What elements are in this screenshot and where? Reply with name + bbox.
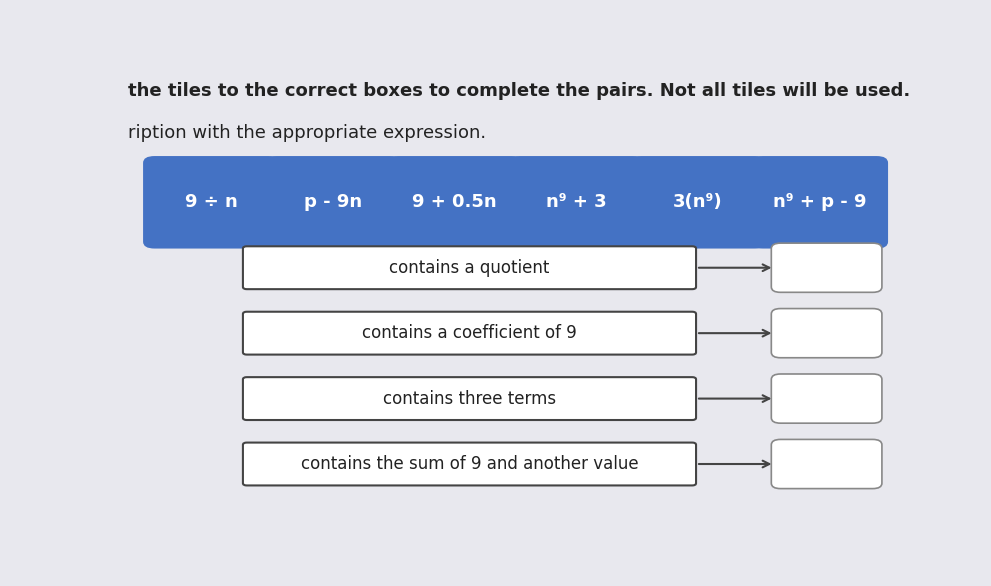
Text: n⁹ + 3: n⁹ + 3 xyxy=(546,193,606,212)
FancyBboxPatch shape xyxy=(243,246,696,289)
FancyBboxPatch shape xyxy=(265,156,401,248)
Text: 9 ÷ n: 9 ÷ n xyxy=(185,193,238,212)
FancyBboxPatch shape xyxy=(629,156,766,248)
FancyBboxPatch shape xyxy=(507,156,645,248)
Text: the tiles to the correct boxes to complete the pairs. Not all tiles will be used: the tiles to the correct boxes to comple… xyxy=(128,81,910,100)
Text: contains three terms: contains three terms xyxy=(383,390,556,408)
FancyBboxPatch shape xyxy=(143,156,280,248)
FancyBboxPatch shape xyxy=(751,156,888,248)
FancyBboxPatch shape xyxy=(386,156,523,248)
Text: 9 + 0.5n: 9 + 0.5n xyxy=(412,193,497,212)
Text: n⁹ + p - 9: n⁹ + p - 9 xyxy=(773,193,866,212)
Text: p - 9n: p - 9n xyxy=(304,193,363,212)
FancyBboxPatch shape xyxy=(771,309,882,357)
Text: 3(n⁹): 3(n⁹) xyxy=(673,193,722,212)
Text: ription with the appropriate expression.: ription with the appropriate expression. xyxy=(128,124,486,142)
Text: contains the sum of 9 and another value: contains the sum of 9 and another value xyxy=(300,455,638,473)
FancyBboxPatch shape xyxy=(243,442,696,485)
FancyBboxPatch shape xyxy=(243,312,696,355)
FancyBboxPatch shape xyxy=(771,440,882,489)
Text: contains a coefficient of 9: contains a coefficient of 9 xyxy=(362,324,577,342)
FancyBboxPatch shape xyxy=(771,374,882,423)
FancyBboxPatch shape xyxy=(771,243,882,292)
Text: contains a quotient: contains a quotient xyxy=(389,259,550,277)
FancyBboxPatch shape xyxy=(243,377,696,420)
